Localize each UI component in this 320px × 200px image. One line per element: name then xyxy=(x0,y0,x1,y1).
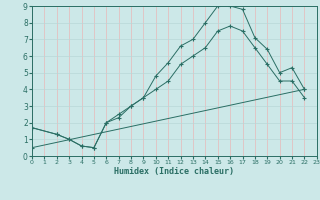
X-axis label: Humidex (Indice chaleur): Humidex (Indice chaleur) xyxy=(115,167,234,176)
